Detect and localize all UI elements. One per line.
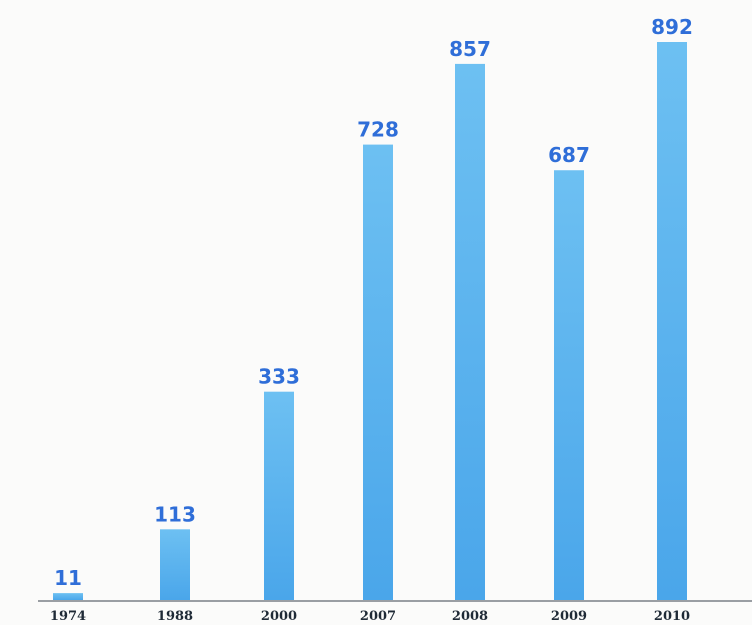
x-tick-2007: 2007 [360, 609, 396, 624]
data-label-2010: 892 [651, 15, 693, 39]
bar-2007 [363, 144, 393, 601]
x-tick-labels: 1974 1988 2000 2007 2008 2009 2010 [50, 609, 690, 624]
data-label-1988: 113 [154, 502, 196, 526]
x-tick-2008: 2008 [452, 609, 488, 624]
bars-group: 11 113 333 728 857 687 892 [53, 15, 693, 601]
data-label-2000: 333 [258, 365, 300, 389]
bar-1988 [160, 529, 190, 600]
bar-2009 [554, 170, 584, 600]
x-tick-2010: 2010 [654, 609, 690, 624]
bar-2010 [657, 42, 687, 600]
bar-2000 [264, 391, 294, 600]
data-label-2007: 728 [357, 118, 399, 142]
x-tick-1974: 1974 [50, 609, 86, 624]
x-tick-2009: 2009 [551, 609, 587, 624]
x-tick-1988: 1988 [157, 609, 193, 624]
data-label-1974: 11 [54, 566, 82, 590]
x-tick-2000: 2000 [261, 609, 297, 624]
bar-1974 [53, 593, 83, 600]
bar-2008 [455, 63, 485, 601]
data-label-2009: 687 [548, 143, 590, 167]
data-label-2008: 857 [449, 37, 491, 61]
